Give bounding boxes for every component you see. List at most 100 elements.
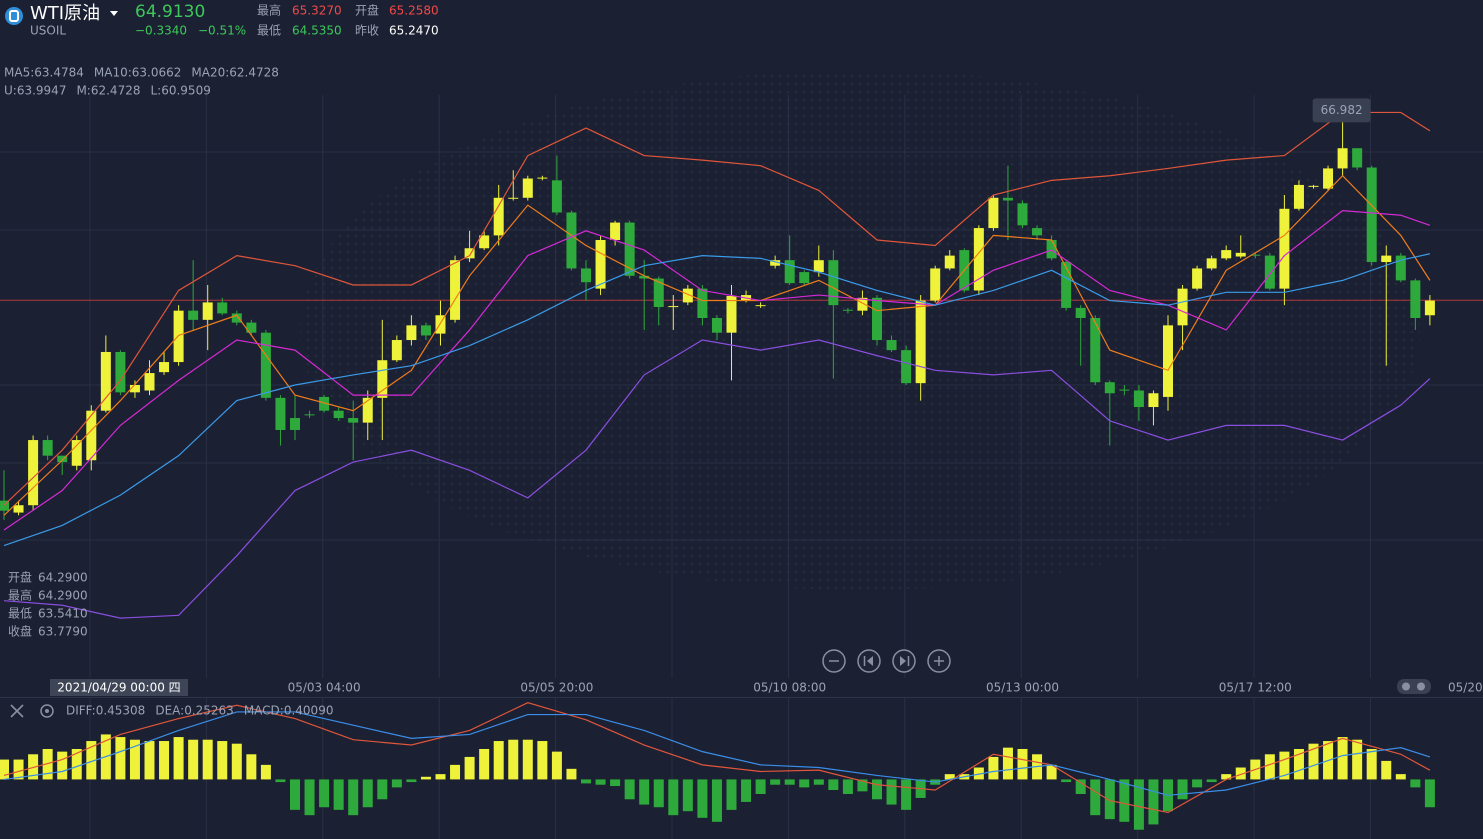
macd-bar [1002, 747, 1013, 780]
macd-bar [639, 779, 650, 805]
zoom-out-button[interactable] [822, 649, 846, 673]
candle-body [333, 410, 344, 419]
candle-body [1424, 300, 1435, 316]
x-tick-label: 05/10 08:00 [753, 681, 826, 695]
candle-body [799, 272, 810, 284]
candle-body [57, 455, 68, 463]
macd-bar [71, 748, 82, 780]
indicator-line [3, 339, 1431, 619]
macd-bar [537, 741, 548, 780]
macd-bar [697, 779, 708, 818]
x-tick-label: 05/05 20:00 [520, 681, 593, 695]
macd-bar [1395, 774, 1406, 780]
candle-body [13, 505, 24, 513]
open-label: 开盘 [355, 3, 379, 18]
candle-body [624, 222, 635, 276]
prev-button[interactable] [857, 649, 881, 673]
candle-body [1192, 268, 1203, 289]
x-tick-label: 05/13 00:00 [986, 681, 1059, 695]
legend-entry: MA20:62.4728 [191, 66, 279, 80]
candle-body [231, 313, 242, 323]
symbol-dropdown[interactable] [110, 11, 118, 16]
macd-bar [1264, 754, 1275, 780]
hover-value: 63.5410 [38, 607, 88, 621]
candle-body [522, 178, 533, 198]
macd-bar [741, 779, 752, 802]
macd-line [3, 711, 1431, 796]
macd-bar [1410, 779, 1421, 788]
macd-bar [1206, 779, 1217, 783]
macd-bar [973, 767, 984, 780]
next-button[interactable] [892, 649, 916, 673]
indicator-settings-button[interactable] [40, 704, 54, 718]
macd-bar [1337, 737, 1348, 780]
candle-body [1395, 255, 1406, 281]
macd-bar [886, 779, 897, 805]
indicator-line [3, 210, 1431, 531]
candle-body [100, 351, 111, 411]
candle-body [1381, 255, 1392, 263]
candle-body [1235, 252, 1246, 257]
macd-line [3, 702, 1431, 814]
macd-bar [217, 741, 228, 780]
macd-bar [188, 739, 199, 780]
macd-bar [682, 779, 693, 812]
hover-value: 64.2900 [38, 571, 88, 585]
candle-body [1264, 255, 1275, 289]
macd-bar [668, 779, 679, 816]
candle-body [1061, 262, 1072, 308]
candle-body [1075, 307, 1086, 319]
macd-bar [901, 779, 912, 810]
candle-body [129, 385, 140, 393]
macd-bar [202, 739, 213, 780]
candle-body [1410, 280, 1421, 319]
candle-body [275, 397, 286, 430]
macd-bar [57, 751, 68, 780]
high-label: 最高 [257, 3, 281, 18]
macd-bar [581, 779, 591, 784]
macd-bar [1104, 779, 1115, 820]
macd-bar [1293, 748, 1304, 780]
zoom-in-button[interactable] [927, 649, 951, 673]
hover-label: 最低 [8, 607, 32, 621]
macd-bar [260, 764, 271, 780]
macd-bar [464, 756, 475, 780]
macd-bar [435, 774, 446, 780]
macd-bar [319, 779, 330, 808]
macd-bar [1090, 779, 1101, 816]
candle-body [886, 340, 897, 351]
candle-body [1148, 393, 1159, 408]
x-tick-label: 05/17 12:00 [1219, 681, 1292, 695]
candle-body [1293, 184, 1304, 209]
candle-body [1323, 168, 1334, 189]
candle-body [872, 297, 882, 341]
close-indicator-button[interactable] [10, 704, 24, 718]
legend-entry: MA5:63.4784 [4, 66, 84, 80]
candle-body [42, 440, 53, 456]
candle-body [377, 360, 388, 398]
macd-bar [1177, 779, 1188, 800]
change: −0.3340 [135, 24, 187, 38]
candle-body [508, 197, 519, 199]
macd-bar [726, 779, 737, 810]
macd-bar [595, 779, 606, 785]
macd-bar [755, 779, 766, 794]
candle-body [1337, 148, 1348, 169]
macd-bar [566, 768, 577, 780]
candle-body [930, 268, 941, 301]
candle-body [668, 306, 679, 308]
macd-bar [144, 741, 155, 780]
candle-body [420, 325, 431, 336]
macd-bar [813, 779, 824, 785]
candle-body [595, 240, 606, 289]
macd-bar [1279, 751, 1290, 780]
symbol-name[interactable]: WTI原油 [30, 3, 100, 24]
candle-body [479, 235, 490, 249]
candle-body [304, 414, 315, 416]
macd-bar [551, 751, 562, 780]
hover-value: 64.2900 [38, 589, 88, 603]
macd-bar [391, 779, 402, 788]
macd-bar [1235, 767, 1246, 780]
candle-body [551, 180, 562, 213]
candle-body [915, 300, 926, 384]
